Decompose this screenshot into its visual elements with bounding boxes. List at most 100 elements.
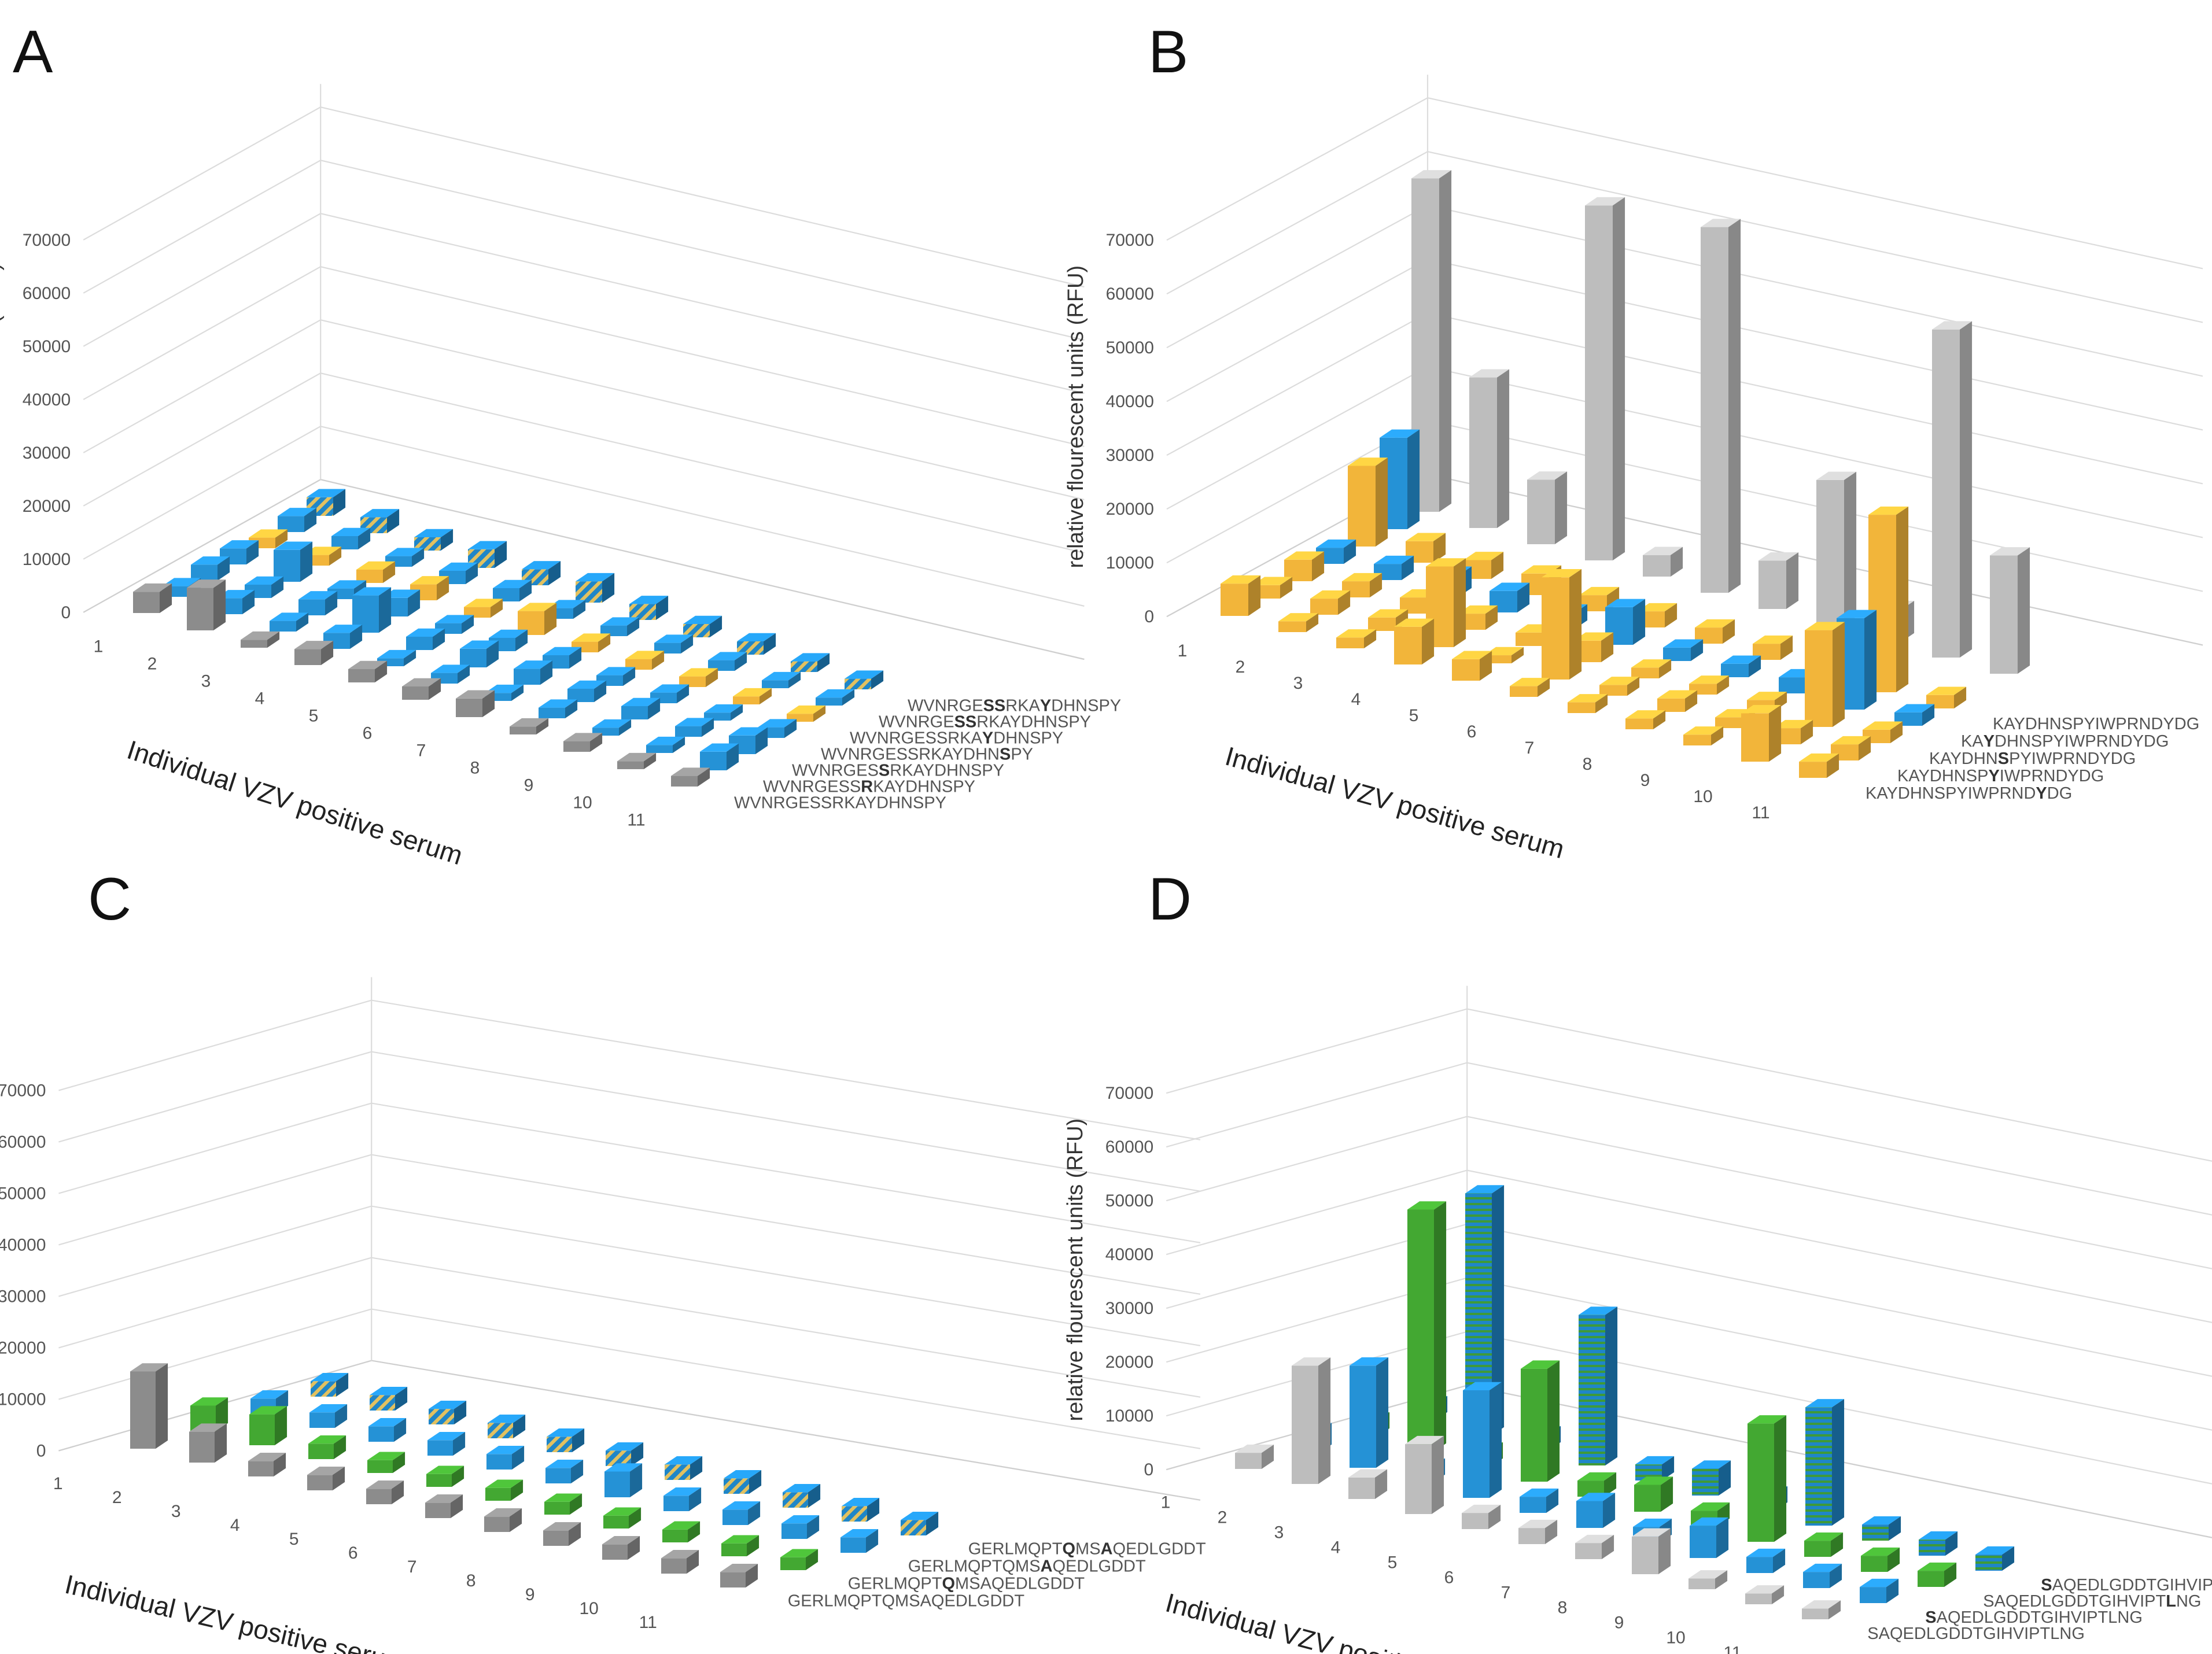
bar-top (783, 1484, 821, 1493)
bar (460, 640, 499, 667)
bar-top (1861, 1547, 1900, 1556)
bar-top (1637, 603, 1678, 612)
x-tick-label: 9 (525, 1585, 535, 1604)
bar-top (377, 649, 416, 659)
bar-front (241, 640, 267, 648)
bar (625, 651, 665, 670)
bar (1310, 590, 1351, 615)
bar (1634, 1476, 1673, 1512)
bar-side (644, 752, 657, 769)
bar-side (1433, 533, 1446, 563)
bar-front (1802, 1608, 1828, 1619)
bar-front (1721, 663, 1749, 677)
bar (366, 1481, 404, 1504)
bar (249, 1406, 287, 1445)
bar-side (1945, 1531, 1958, 1556)
bar (406, 628, 445, 650)
bar-side (628, 1536, 640, 1560)
bar-top (603, 1507, 642, 1516)
bar-front (189, 1431, 215, 1463)
bar-top (1411, 170, 1452, 179)
bar-top (385, 548, 425, 556)
bar-top (241, 631, 280, 640)
bar (1932, 321, 1973, 658)
bar (1520, 1488, 1559, 1513)
y-tick-label: 60000 (23, 284, 71, 303)
bar-side (735, 652, 747, 671)
bar-front (675, 726, 702, 737)
bar-front (1585, 205, 1613, 560)
bar-front (307, 1475, 333, 1490)
bar-side (1488, 1504, 1501, 1529)
bar-top (348, 660, 388, 669)
panel-letter: A (13, 19, 53, 86)
bar-top (429, 1401, 467, 1409)
bar-side (242, 590, 255, 614)
x-tick-label: 6 (1444, 1568, 1454, 1587)
y-tick-label: 10000 (1106, 553, 1154, 573)
bar-top (1805, 622, 1845, 630)
bar-front (1975, 1555, 2002, 1571)
bar-front (1715, 717, 1743, 728)
series-label: WVNRGESSRKAYDHNSPY (879, 713, 1091, 732)
bar-front (486, 1454, 512, 1470)
bar-front (1861, 1556, 1887, 1572)
bar (1350, 1357, 1389, 1468)
bar (456, 690, 495, 717)
bar-front (840, 1537, 866, 1553)
x-tick-label: 6 (1467, 722, 1477, 741)
bar-top (1758, 552, 1799, 561)
bar-side (451, 1494, 463, 1518)
bar-side (334, 1435, 346, 1459)
bar-top (671, 767, 710, 776)
y-tick-label: 0 (1144, 1460, 1154, 1479)
bar (901, 1512, 939, 1535)
bar-top (274, 541, 313, 550)
gridline (83, 160, 1085, 341)
bar-top (1292, 1357, 1331, 1366)
bar-top (402, 678, 441, 686)
x-tick-label: 4 (255, 689, 265, 708)
series-label: KAYDHNSPYIWPRNDYDG (1866, 784, 2072, 803)
bar-top (270, 612, 309, 621)
gridline (1166, 1169, 2212, 1323)
bar-side (749, 1470, 762, 1494)
bar-front (1452, 659, 1480, 681)
bar-top (514, 660, 553, 669)
bar-top (617, 752, 657, 762)
bar (1405, 1435, 1444, 1514)
bar (1860, 1578, 1899, 1603)
bar-front (720, 1572, 746, 1587)
bar-side (1831, 1532, 1844, 1557)
x-tick-label: 2 (1236, 658, 1245, 677)
bar-top (307, 1467, 345, 1475)
x-tick-labels: 1 2 3 4 5 6 7 8 9 10 11 (1161, 1493, 1742, 1654)
bar-front (456, 698, 482, 717)
bar-side (813, 705, 826, 722)
bar-side (727, 743, 739, 770)
bar (464, 599, 503, 618)
bar (484, 1508, 522, 1532)
bar-side (408, 589, 421, 616)
bar-front (737, 641, 764, 655)
bar-front (663, 1496, 689, 1511)
bar-side (1439, 170, 1452, 512)
series-label: GERLMQPTQMSAQEDLGDDT (848, 1574, 1085, 1593)
x-tick-label: 1 (94, 637, 104, 656)
bar-front (576, 581, 602, 603)
bar-side (784, 719, 797, 738)
bar-side (698, 767, 710, 787)
bar (1919, 1531, 1958, 1556)
bar (311, 1373, 349, 1397)
bar (1753, 635, 1793, 660)
y-tick-label: 0 (61, 603, 71, 622)
series-labels: SAQEDLGDDTGIHVIPTLNGSAQEDLGDDTGIHVIPTLNG… (1867, 1576, 2212, 1643)
bar-side (1545, 1519, 1558, 1544)
bar-top (1316, 539, 1356, 548)
bar-front (348, 669, 375, 682)
bar-side (1716, 1517, 1729, 1558)
y-tick-labels: 0 10000 20000 30000 40000 50000 60000 70000 (0, 1081, 46, 1461)
bar-front (783, 1492, 808, 1508)
gridline (83, 319, 1085, 501)
bar (602, 1536, 640, 1560)
